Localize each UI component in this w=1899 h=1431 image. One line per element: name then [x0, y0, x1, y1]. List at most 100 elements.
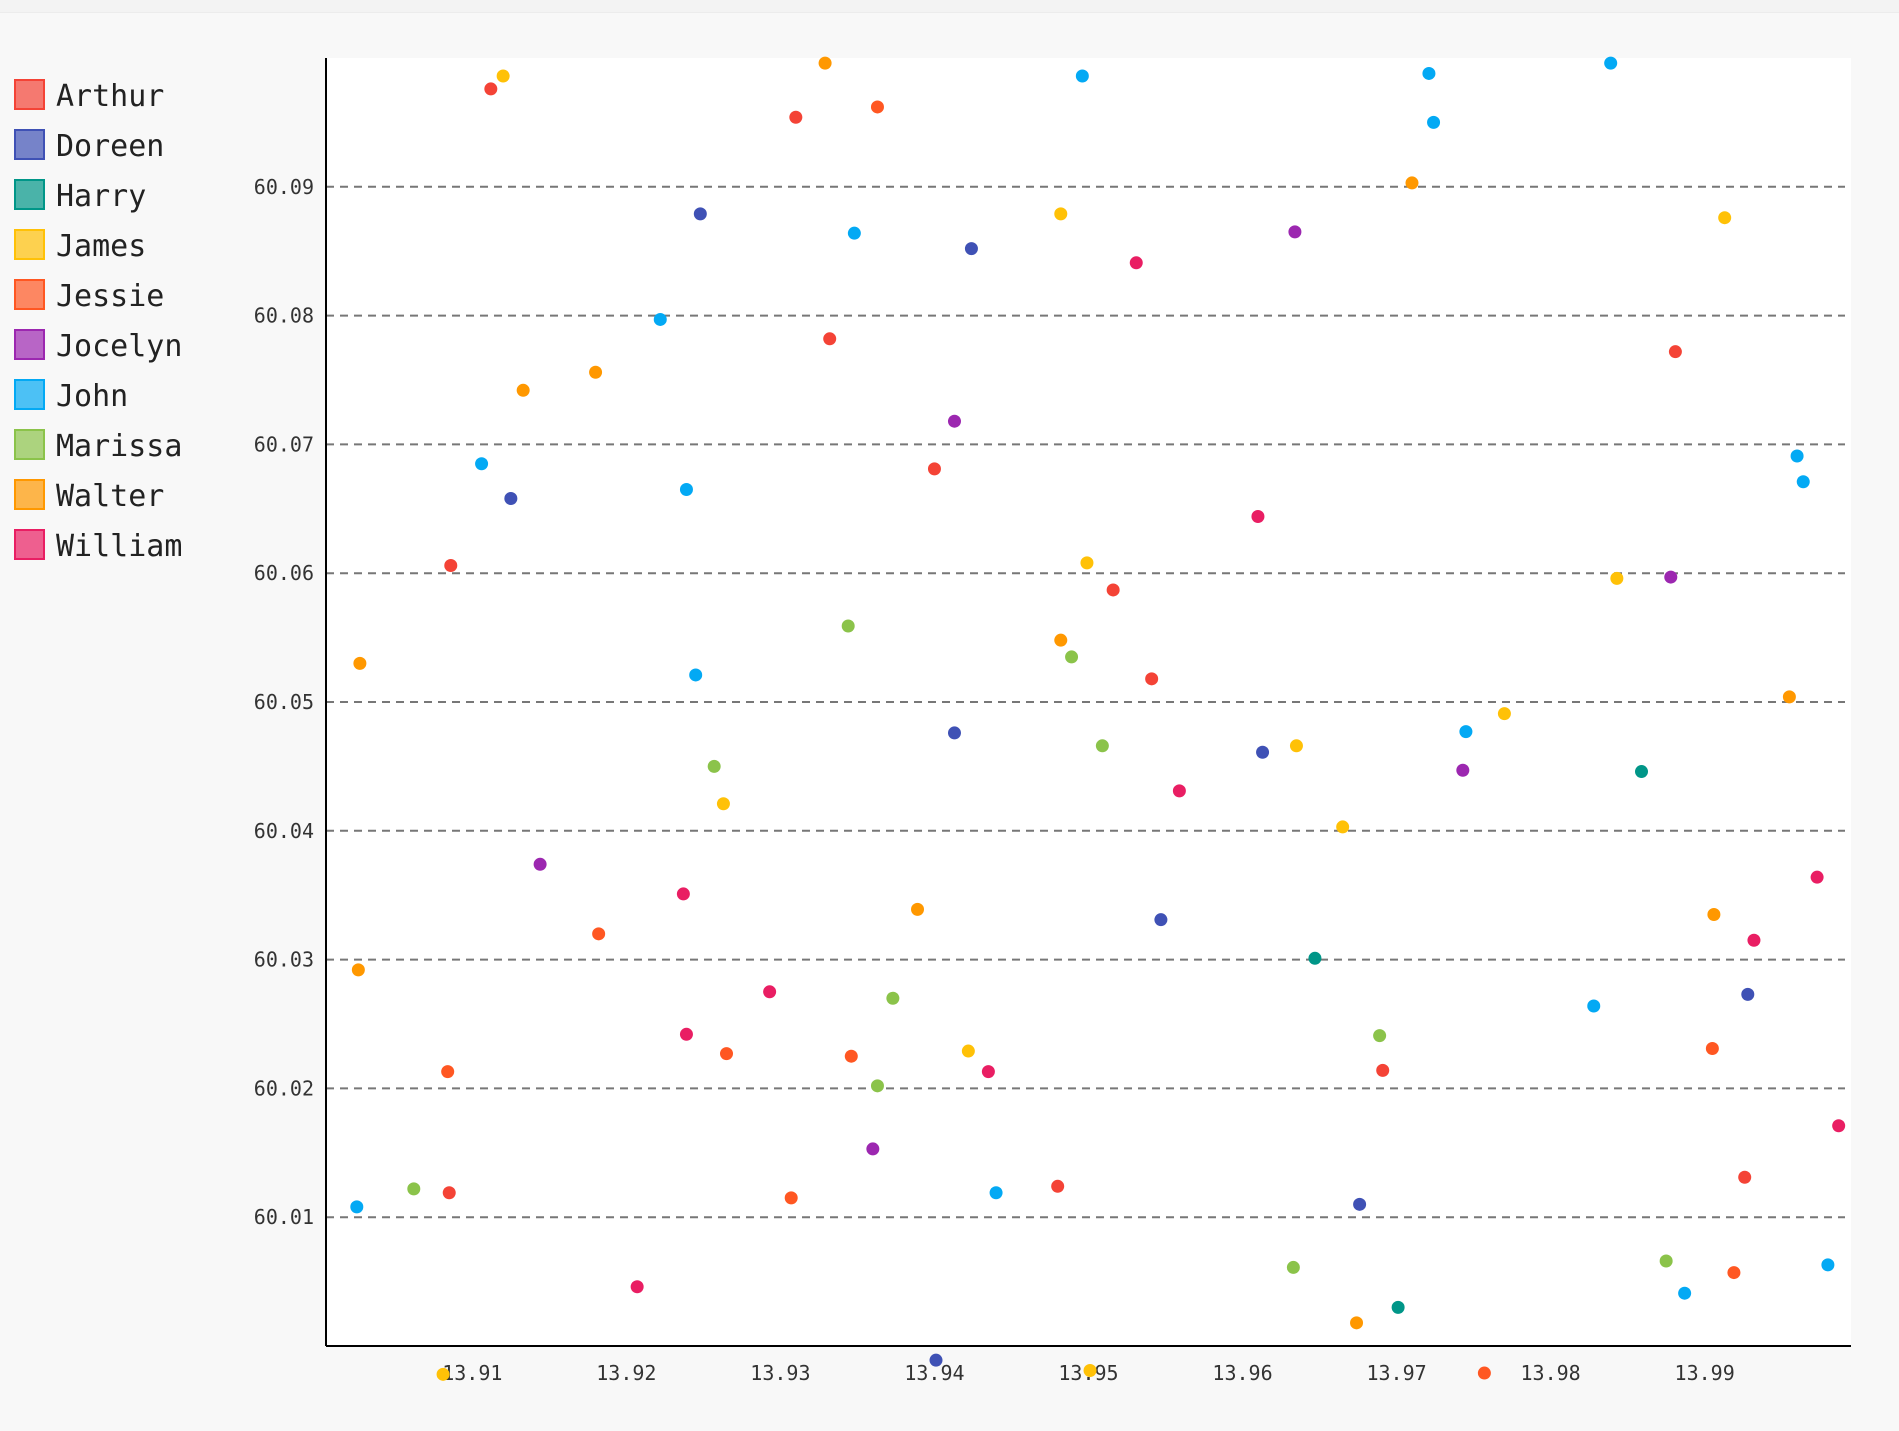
legend-label-william: William — [56, 529, 182, 564]
x-tick-label: 13.96 — [1212, 1361, 1272, 1385]
data-point-arthur — [1376, 1063, 1390, 1077]
x-tick-label: 13.91 — [442, 1361, 502, 1385]
legend-label-harry: Harry — [56, 179, 146, 214]
data-point-john — [1796, 475, 1810, 489]
data-point-doreen — [929, 1353, 943, 1367]
data-point-william — [981, 1065, 995, 1079]
data-point-john — [1427, 115, 1441, 129]
legend-swatch-marissa — [14, 429, 45, 460]
y-tick-label: 60.01 — [254, 1205, 314, 1229]
data-point-harry — [1308, 951, 1322, 965]
data-point-john — [1075, 69, 1089, 83]
data-point-jessie — [441, 1065, 455, 1079]
data-point-doreen — [947, 726, 961, 740]
data-point-william — [1251, 510, 1265, 524]
data-point-jessie — [1477, 1366, 1491, 1380]
data-point-arthur — [1738, 1170, 1752, 1184]
data-point-jocelyn — [533, 857, 547, 871]
x-tick-label: 13.92 — [596, 1361, 656, 1385]
legend-label-walter: Walter — [56, 479, 164, 514]
data-point-james — [961, 1044, 975, 1058]
data-point-arthur — [1106, 583, 1120, 597]
data-point-jessie — [1705, 1041, 1719, 1055]
data-point-doreen — [1353, 1197, 1367, 1211]
data-point-arthur — [442, 1186, 456, 1200]
data-point-arthur — [927, 462, 941, 476]
data-point-marissa — [886, 991, 900, 1005]
legend-label-jessie: Jessie — [56, 279, 164, 314]
data-point-john — [1821, 1258, 1835, 1272]
data-point-jessie — [1727, 1266, 1741, 1280]
legend-swatch-william — [14, 529, 45, 560]
grid-lines — [326, 185, 1845, 1219]
data-point-jessie — [844, 1049, 858, 1063]
legend-label-john: John — [56, 379, 128, 414]
data-point-walter — [1405, 176, 1419, 190]
data-point-marissa — [1286, 1260, 1300, 1274]
legend-label-james: James — [56, 229, 146, 264]
x-tick-label: 13.93 — [750, 1361, 810, 1385]
data-point-john — [1790, 449, 1804, 463]
data-point-doreen — [504, 491, 518, 505]
legend-swatch-doreen — [14, 129, 45, 160]
data-point-james — [436, 1367, 450, 1381]
top-bar — [0, 0, 1899, 13]
data-point-john — [1678, 1286, 1692, 1300]
data-point-william — [679, 1027, 693, 1041]
data-point-walter — [351, 963, 365, 977]
data-point-marissa — [1065, 650, 1079, 664]
data-point-walter — [818, 56, 832, 70]
data-point-doreen — [693, 207, 707, 221]
data-point-walter — [1707, 908, 1721, 922]
data-point-walter — [353, 656, 367, 670]
legend-swatch-jessie — [14, 279, 45, 310]
data-point-john — [679, 482, 693, 496]
data-point-jocelyn — [1288, 225, 1302, 239]
data-point-arthur — [1668, 345, 1682, 359]
data-point-john — [1604, 56, 1618, 70]
legend-swatch-harry — [14, 179, 45, 210]
data-point-william — [676, 887, 690, 901]
data-point-william — [1832, 1119, 1846, 1133]
data-point-john — [689, 668, 703, 682]
data-point-marissa — [841, 619, 855, 633]
data-point-james — [1718, 211, 1732, 225]
data-point-william — [630, 1280, 644, 1294]
data-point-walter — [589, 365, 603, 379]
data-point-jocelyn — [1456, 763, 1470, 777]
data-point-arthur — [1145, 672, 1159, 686]
data-point-doreen — [1256, 745, 1270, 759]
y-tick-label: 60.07 — [254, 432, 314, 456]
legend-swatch-john — [14, 379, 45, 410]
data-point-marissa — [707, 759, 721, 773]
legend: Arthur Doreen Harry James Jessie Jocelyn John M… — [14, 79, 182, 564]
data-point-john — [989, 1186, 1003, 1200]
data-point-walter — [516, 383, 530, 397]
x-tick-label: 13.99 — [1675, 1361, 1735, 1385]
data-point-jocelyn — [866, 1142, 880, 1156]
data-point-william — [1747, 933, 1761, 947]
data-point-john — [1422, 66, 1436, 80]
data-point-arthur — [823, 332, 837, 346]
data-point-jessie — [720, 1047, 734, 1061]
data-point-doreen — [964, 242, 978, 256]
y-tick-label: 60.09 — [254, 175, 314, 199]
data-point-harry — [1391, 1300, 1405, 1314]
data-point-james — [1497, 707, 1511, 721]
data-point-arthur — [444, 558, 458, 572]
data-point-arthur — [1051, 1179, 1065, 1193]
y-tick-label: 60.02 — [254, 1076, 314, 1100]
data-point-jocelyn — [1664, 570, 1678, 584]
data-point-marissa — [407, 1182, 421, 1196]
data-point-william — [1129, 256, 1143, 270]
legend-swatch-walter — [14, 479, 45, 510]
data-point-james — [1080, 556, 1094, 570]
data-point-james — [496, 69, 510, 83]
data-point-jessie — [784, 1191, 798, 1205]
data-point-james — [1336, 820, 1350, 834]
x-tick-label: 13.97 — [1366, 1361, 1426, 1385]
data-point-marissa — [1373, 1029, 1387, 1043]
data-points — [350, 56, 1846, 1381]
legend-swatch-james — [14, 229, 45, 260]
